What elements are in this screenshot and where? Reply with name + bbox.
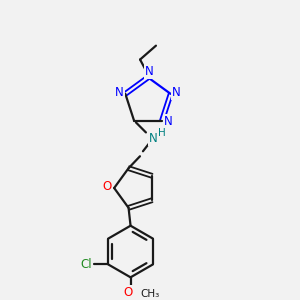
Text: CH₃: CH₃ (140, 289, 160, 299)
Text: O: O (103, 179, 112, 193)
Text: N: N (164, 115, 172, 128)
Text: N: N (115, 86, 124, 99)
Text: N: N (148, 132, 157, 145)
Text: N: N (172, 86, 181, 99)
Text: O: O (123, 286, 132, 299)
Text: N: N (145, 65, 153, 78)
Text: Cl: Cl (80, 258, 92, 271)
Text: H: H (158, 128, 166, 138)
